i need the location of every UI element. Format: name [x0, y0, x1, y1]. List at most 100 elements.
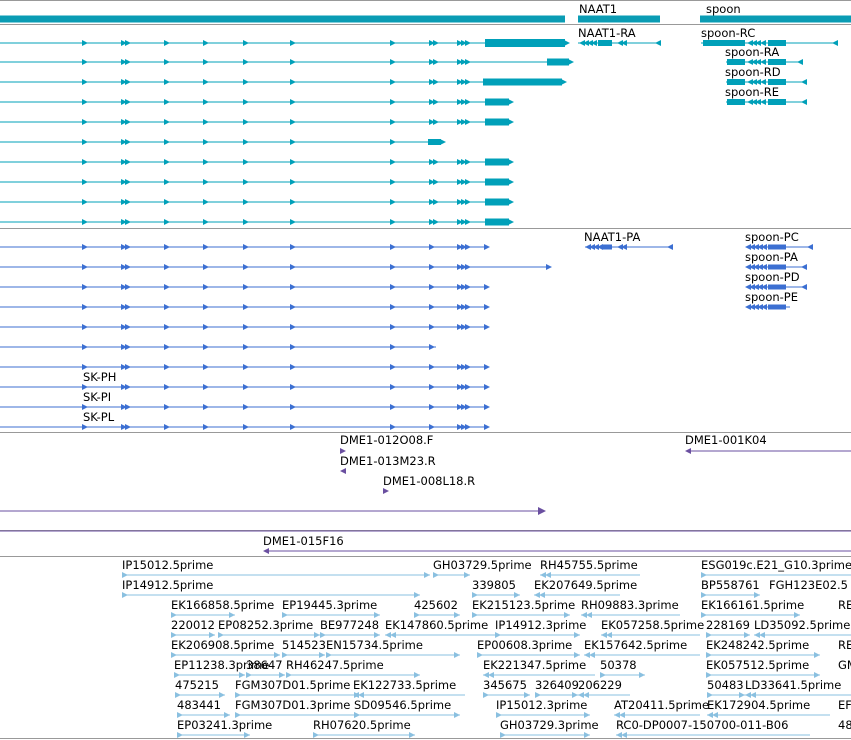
- strand-arrow-icon: [753, 244, 759, 250]
- strand-arrow-icon: [125, 324, 131, 330]
- transcript-exon[interactable]: [485, 98, 509, 106]
- strand-arrow-icon: [457, 40, 463, 46]
- strand-arrow-icon: [755, 99, 761, 105]
- strand-arrow-icon: [82, 364, 88, 370]
- strand-arrow-icon: [465, 404, 471, 410]
- transcript-exon[interactable]: [768, 79, 786, 85]
- est-label: EK057512.5prime: [706, 658, 809, 672]
- transcript-exon[interactable]: [768, 59, 786, 65]
- transcript-exon[interactable]: [483, 78, 562, 86]
- protein-exon[interactable]: [768, 284, 786, 290]
- strand-arrow-icon: [390, 139, 396, 145]
- strand-arrow-icon: [290, 179, 296, 185]
- strand-arrow-icon: [390, 344, 396, 350]
- strand-arrow-icon: [203, 59, 209, 65]
- strand-arrow-icon: [121, 404, 127, 410]
- est-label: EK221347.5prime: [483, 658, 586, 672]
- strand-arrow-icon: [164, 424, 170, 430]
- strand-arrow-icon: [457, 179, 463, 185]
- est-label: 425602: [414, 598, 458, 612]
- strand-arrow-icon: [122, 572, 128, 578]
- strand-arrow-icon: [429, 244, 435, 250]
- transcript-exon[interactable]: [485, 118, 509, 126]
- transcript-exon[interactable]: [485, 158, 509, 166]
- transcript-exon[interactable]: [768, 99, 786, 105]
- strand-arrow-icon: [320, 632, 326, 638]
- strand-arrow-icon: [290, 59, 296, 65]
- transcript-exon[interactable]: [428, 139, 441, 145]
- protein-label: spoon-PA: [745, 250, 798, 264]
- strand-arrow-icon: [761, 264, 767, 270]
- strand-arrow-icon: [125, 284, 131, 290]
- gene-bar[interactable]: [700, 15, 851, 23]
- gene-bar[interactable]: [578, 15, 660, 23]
- strand-arrow-icon: [429, 404, 435, 410]
- strand-arrow-icon: [561, 79, 567, 85]
- strand-arrow-icon: [414, 672, 420, 678]
- est-label: EP19445.3prime: [282, 598, 377, 612]
- strand-arrow-icon: [749, 264, 755, 270]
- transcript-exon[interactable]: [727, 59, 745, 65]
- protein-exon[interactable]: [602, 244, 612, 250]
- strand-arrow-icon: [454, 652, 460, 658]
- protein-exon[interactable]: [768, 244, 786, 250]
- transcript-exon[interactable]: [485, 39, 565, 47]
- protein-exon[interactable]: [768, 304, 786, 310]
- transcript-exon[interactable]: [768, 40, 786, 46]
- strand-arrow-icon: [600, 672, 606, 678]
- strand-arrow-icon: [290, 384, 296, 390]
- strand-arrow-icon: [243, 304, 249, 310]
- strand-arrow-icon: [484, 284, 490, 290]
- transcript-exon[interactable]: [485, 198, 509, 206]
- strand-arrow-icon: [461, 159, 467, 165]
- est-label: RE: [838, 598, 851, 612]
- est-label: EK207649.5prime: [534, 578, 637, 592]
- strand-arrow-icon: [243, 424, 249, 430]
- strand-arrow-icon: [457, 284, 463, 290]
- strand-arrow-icon: [461, 284, 467, 290]
- strand-arrow-icon: [701, 612, 707, 618]
- est-label: IP14912.5prime: [122, 578, 213, 592]
- strand-arrow-icon: [433, 99, 439, 105]
- strand-arrow-icon: [465, 284, 471, 290]
- strand-arrow-icon: [461, 219, 467, 225]
- strand-arrow-icon: [524, 692, 530, 698]
- strand-arrow-icon: [121, 59, 127, 65]
- transcript-exon[interactable]: [727, 99, 745, 105]
- est-label: BE977248: [320, 618, 379, 632]
- strand-arrow-icon: [747, 99, 753, 105]
- strand-arrow-icon: [164, 364, 170, 370]
- gene-bar[interactable]: [0, 15, 565, 23]
- strand-arrow-icon: [457, 99, 463, 105]
- strand-arrow-icon: [433, 572, 439, 578]
- transcript-exon[interactable]: [727, 79, 745, 85]
- est-label: 48: [838, 718, 851, 732]
- est-label: RH09883.3prime: [581, 598, 679, 612]
- strand-arrow-icon: [177, 712, 183, 718]
- transcript-exon[interactable]: [485, 178, 509, 186]
- strand-arrow-icon: [125, 384, 131, 390]
- transcript-exon[interactable]: [598, 40, 612, 46]
- transcript-exon[interactable]: [547, 58, 569, 66]
- strand-arrow-icon: [164, 219, 170, 225]
- strand-arrow-icon: [164, 40, 170, 46]
- transcript-exon[interactable]: [485, 218, 509, 226]
- protein-exon[interactable]: [768, 264, 786, 270]
- strand-arrow-icon: [164, 384, 170, 390]
- strand-arrow-icon: [82, 59, 88, 65]
- strand-arrow-icon: [794, 612, 800, 618]
- strand-arrow-icon: [429, 119, 435, 125]
- strand-arrow-icon: [749, 244, 755, 250]
- est-label: FGM307D01.5prime: [235, 678, 350, 692]
- strand-arrow-icon: [243, 284, 249, 290]
- strand-arrow-icon: [621, 244, 627, 250]
- transcript-exon[interactable]: [703, 40, 745, 46]
- strand-arrow-icon: [461, 424, 467, 430]
- strand-arrow-icon: [121, 424, 127, 430]
- strand-arrow-icon: [739, 692, 745, 698]
- strand-arrow-icon: [390, 404, 396, 410]
- strand-arrow-icon: [488, 672, 494, 678]
- strand-arrow-icon: [483, 692, 489, 698]
- strand-arrow-icon: [464, 572, 470, 578]
